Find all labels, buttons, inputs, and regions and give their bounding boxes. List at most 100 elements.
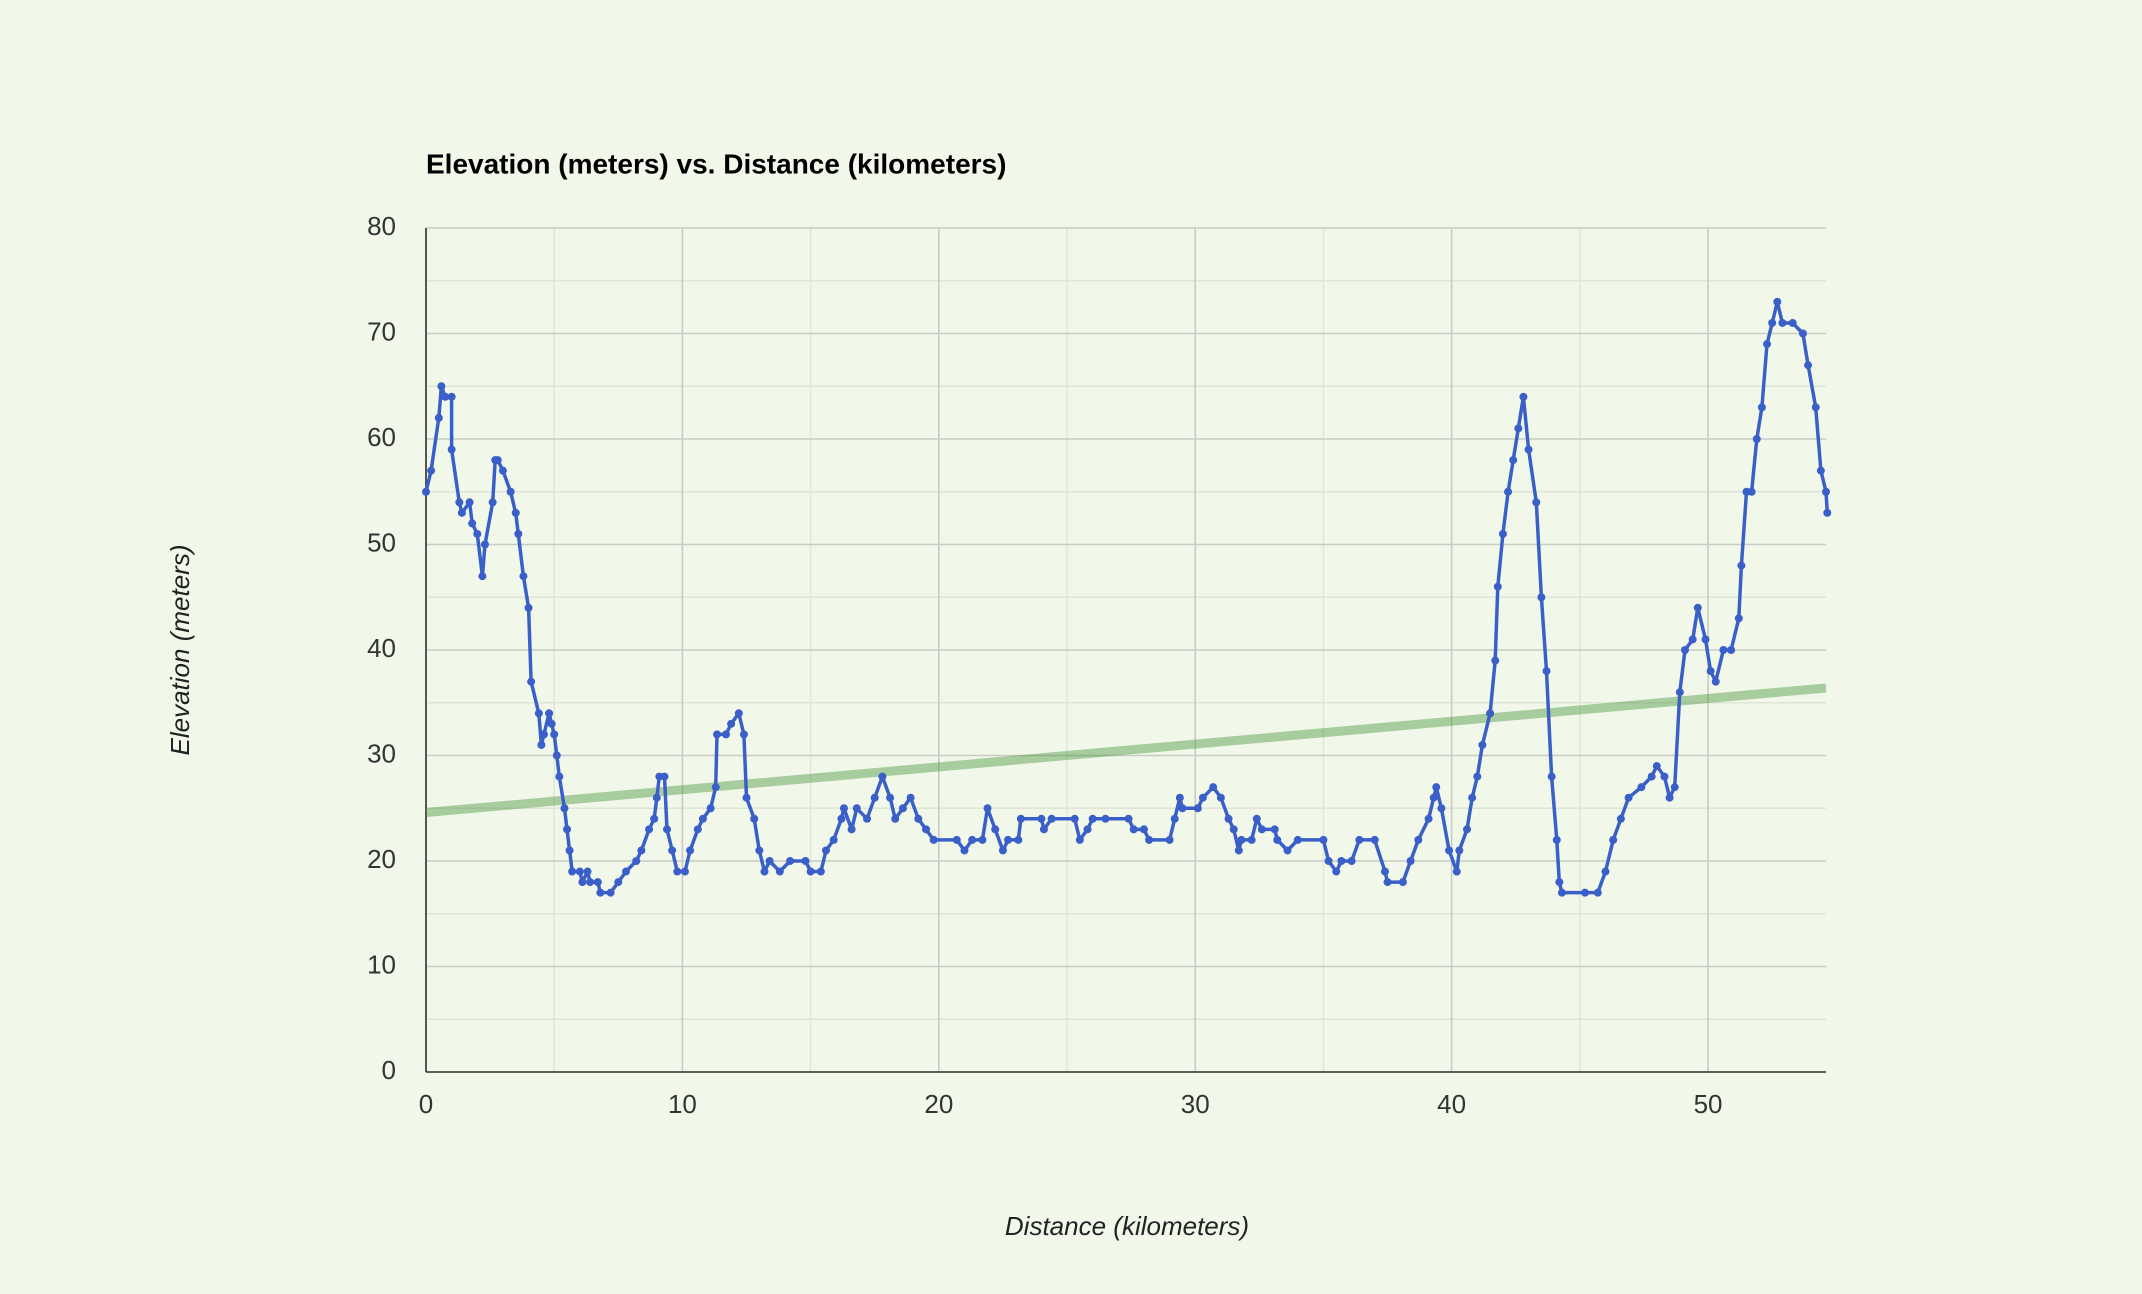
y-tick-label: 50 xyxy=(367,527,396,557)
data-point xyxy=(437,382,446,391)
data-point xyxy=(1101,814,1110,823)
data-point xyxy=(593,878,602,887)
data-point xyxy=(1693,603,1702,612)
data-point xyxy=(575,867,584,876)
data-point xyxy=(1680,646,1689,654)
data-point xyxy=(519,572,528,581)
y-tick-label: 30 xyxy=(367,738,396,768)
data-point xyxy=(1542,667,1551,676)
data-point xyxy=(1486,709,1495,718)
data-point xyxy=(480,540,489,549)
data-point xyxy=(1088,814,1097,823)
x-tick-label: 10 xyxy=(668,1089,697,1119)
data-point xyxy=(822,846,830,855)
data-point xyxy=(1734,614,1743,623)
data-point xyxy=(1283,846,1292,855)
data-point xyxy=(1437,804,1446,813)
data-point xyxy=(1347,857,1356,865)
data-point xyxy=(1216,793,1225,802)
data-point xyxy=(447,392,456,401)
data-point xyxy=(1593,888,1602,897)
data-point xyxy=(755,846,764,855)
data-point xyxy=(914,814,923,823)
data-point xyxy=(1070,814,1079,823)
y-tick-label: 10 xyxy=(367,949,396,979)
data-point xyxy=(673,867,682,876)
data-point xyxy=(1752,435,1761,443)
y-axis-title: Elevation (meters) xyxy=(165,545,195,756)
data-point xyxy=(465,498,474,507)
data-point xyxy=(983,804,992,813)
x-tick-label: 20 xyxy=(924,1089,953,1119)
data-point xyxy=(693,825,702,834)
data-point xyxy=(1237,835,1246,844)
data-point xyxy=(478,572,487,581)
data-point xyxy=(706,804,715,813)
data-point xyxy=(1075,835,1084,844)
data-point xyxy=(739,730,748,739)
data-point xyxy=(1175,793,1184,802)
y-tick-label: 80 xyxy=(367,211,396,241)
data-point xyxy=(1016,814,1025,823)
data-point xyxy=(1624,793,1633,802)
data-point xyxy=(1498,529,1507,538)
data-point xyxy=(534,709,543,718)
data-point xyxy=(583,867,592,876)
data-point xyxy=(727,719,736,728)
data-point xyxy=(898,804,907,813)
data-point xyxy=(1788,318,1797,327)
data-point xyxy=(1811,403,1820,412)
data-point xyxy=(596,888,605,897)
data-point xyxy=(555,772,564,781)
data-point xyxy=(1139,825,1148,834)
data-point xyxy=(1014,835,1023,844)
data-point xyxy=(1665,793,1674,802)
data-point xyxy=(1773,297,1782,306)
data-point xyxy=(1455,846,1464,855)
data-point xyxy=(1224,814,1233,823)
x-tick-label: 0 xyxy=(419,1089,433,1119)
data-point xyxy=(652,793,661,802)
data-point xyxy=(614,878,623,887)
data-point xyxy=(1047,814,1056,823)
data-point xyxy=(1209,783,1218,792)
data-point xyxy=(1768,318,1777,327)
data-point xyxy=(1037,814,1046,823)
data-point xyxy=(1537,593,1546,602)
data-point xyxy=(457,508,466,517)
data-point xyxy=(1398,878,1407,887)
data-point xyxy=(498,466,507,475)
data-point xyxy=(906,793,915,802)
data-point xyxy=(1822,487,1830,496)
data-point xyxy=(1004,835,1013,844)
data-point xyxy=(1757,403,1766,412)
data-point xyxy=(750,814,759,823)
data-point xyxy=(668,846,677,855)
data-point xyxy=(606,888,615,897)
data-point xyxy=(1383,878,1392,887)
data-point xyxy=(837,814,846,823)
data-point xyxy=(1083,825,1092,834)
data-point xyxy=(1706,667,1715,676)
data-point xyxy=(632,857,641,865)
data-point xyxy=(1737,561,1746,570)
data-point xyxy=(586,878,595,887)
data-point xyxy=(1711,677,1720,686)
data-point xyxy=(1514,424,1523,433)
data-point xyxy=(1445,846,1454,855)
data-point xyxy=(1257,825,1266,834)
data-point xyxy=(1688,635,1697,644)
data-point xyxy=(734,709,743,718)
data-point xyxy=(550,730,559,739)
data-point xyxy=(1355,835,1364,844)
data-point xyxy=(1778,318,1787,327)
data-point xyxy=(645,825,654,834)
y-tick-label: 0 xyxy=(382,1055,396,1085)
data-point xyxy=(847,825,856,834)
data-point xyxy=(455,498,464,507)
data-point xyxy=(1145,835,1154,844)
data-point xyxy=(1178,804,1187,813)
data-point xyxy=(1337,857,1346,865)
